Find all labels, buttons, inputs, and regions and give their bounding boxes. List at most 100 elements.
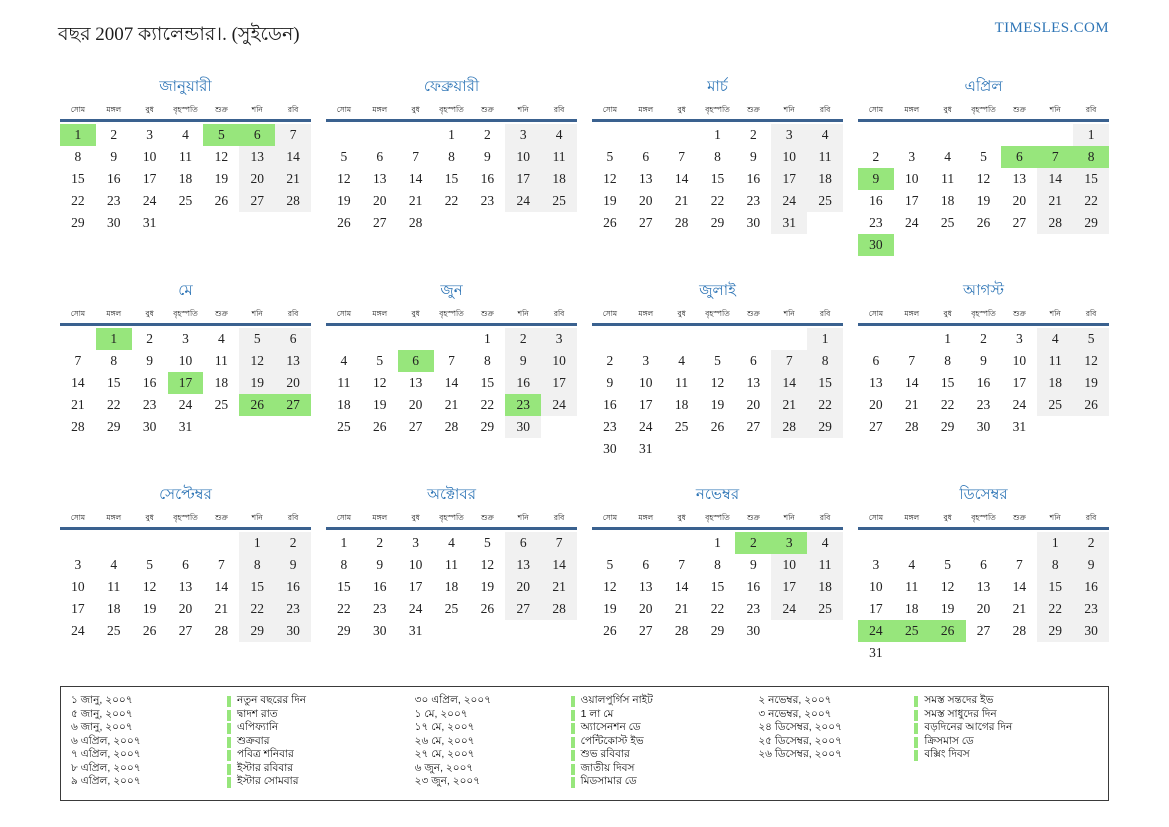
date-cell: 6: [376, 149, 384, 164]
holiday-marker: [914, 736, 919, 748]
empty-cell: [132, 532, 168, 554]
date-cell: 28: [674, 623, 689, 638]
holiday-date: ১ মে, ২০০৭: [414, 707, 468, 720]
weekday-header: বৃহস্পতি: [971, 105, 996, 114]
holiday-date-cell: 26: [929, 620, 966, 642]
date-cell: 28: [1037, 212, 1074, 234]
date-cell: 18: [178, 171, 193, 186]
month-block-9: সেপ্টেম্বর সোম মঙ্গল বুধ বৃহস্পতি শুক্র শনি রবি…: [60, 486, 311, 664]
weekday-header: সোম: [70, 309, 86, 318]
date-cell: 6: [642, 557, 650, 572]
holiday-date: ৮ এপ্রিল, ২০০৭: [71, 761, 141, 774]
date-cell: 16: [107, 171, 121, 186]
holiday-name-wrap: দ্বাদশ রাত: [227, 707, 278, 724]
date-cell: 1: [340, 535, 348, 550]
date-cell: 31: [771, 212, 808, 234]
legend-row: ২৩ জুন, ২০০৭ মিডসামার ডে: [413, 774, 757, 791]
date-cell: 15: [239, 576, 276, 598]
site-logo-link[interactable]: TIMESLES.COM: [994, 20, 1109, 36]
date-cell: 7: [448, 353, 455, 368]
date-cell: 13: [976, 579, 991, 594]
holiday-date: ২ নভেম্বর, ২০০৭: [758, 694, 832, 707]
date-cell: 22: [444, 193, 459, 208]
dates-grid: 1 2 3 4 5 6 7 8 9 10 11 12 13 14 15 16 17 18 19 20 21 22 23 24 2…: [592, 124, 843, 234]
date-cell: 8: [74, 149, 82, 164]
date-cell: 26: [214, 193, 229, 208]
holiday-name-wrap: মিডসামার ডে: [570, 774, 637, 791]
date-cell: 10: [142, 149, 157, 164]
date-cell: 30: [746, 215, 761, 230]
empty-cell: [1037, 124, 1073, 146]
date-cell: 8: [714, 557, 721, 572]
date-cell: 16: [1073, 576, 1109, 598]
date-cell: 6: [182, 557, 189, 572]
holiday-date: ৩০ এপ্রিল, ২০০৭: [414, 694, 492, 707]
date-cell: 27: [178, 623, 193, 638]
holiday-date-cell: 1: [60, 124, 96, 146]
month-block-1: জানুয়ারী সোম মঙ্গল বুধ বৃহস্পতি শুক্র শনি রবি 1…: [60, 78, 311, 256]
legend-row: ১৭ মে, ২০০৭ অ্যাসেনশন ডে: [413, 721, 757, 736]
legend-row: ৩০ এপ্রিল, ২০০৭ ওয়ালপুর্গিস নাইট: [413, 694, 757, 709]
date-cell: 26: [603, 623, 617, 638]
empty-cell: [858, 124, 894, 146]
date-cell: 8: [110, 353, 118, 368]
weekday-header: রবি: [819, 513, 831, 522]
weekday-header: শনি: [517, 105, 529, 114]
holiday-date: ১৭ মে, ২০০৭: [414, 721, 475, 734]
empty-cell: [326, 328, 362, 350]
date-cell: 31: [1012, 419, 1027, 434]
holiday-marker: [227, 750, 231, 762]
month-divider-line: [858, 323, 1109, 326]
month-block-6: জুন সোম মঙ্গল বুধ বৃহস্পতি শুক্র শনি রবি 1 2 3 4 5 6 7…: [326, 282, 577, 460]
date-cell: 22: [239, 598, 276, 620]
empty-cell: [60, 532, 96, 554]
date-cell: 7: [541, 532, 577, 554]
date-cell: 30: [373, 623, 387, 638]
date-cell: 4: [448, 535, 455, 550]
date-cell: 20: [408, 397, 423, 412]
weekday-header: মঙ্গল: [106, 513, 122, 522]
weekday-header: শুক্র: [746, 513, 760, 522]
holiday-date-cell: 24: [858, 620, 894, 642]
date-cell: 1: [1073, 124, 1109, 146]
date-cell: 6: [872, 353, 880, 368]
month-block-11: নভেম্বর সোম মঙ্গল বুধ বৃহস্পতি শুক্র শনি রবি 1 2 3…: [592, 486, 843, 664]
date-cell: 9: [1073, 554, 1109, 576]
date-cell: 23: [746, 601, 761, 616]
empty-cell: [362, 328, 398, 350]
date-cell: 19: [603, 193, 617, 208]
weekday-header-row: সোম মঙ্গল বুধ বৃহস্পতি শুক্র শনি রবি: [858, 513, 1109, 527]
date-cell: 4: [807, 532, 843, 554]
legend-row: ৩ নভেম্বর, ২০০৭ সমস্ত সাধুদের দিন: [756, 708, 1100, 723]
holiday-date: ২৪ ডিসেম্বর, ২০০৭: [758, 721, 842, 734]
date-cell: 6: [505, 532, 542, 554]
date-cell: 26: [976, 215, 991, 230]
weekday-header: মঙ্গল: [638, 309, 654, 318]
weekday-header: সোম: [602, 105, 618, 114]
date-cell: 19: [214, 171, 229, 186]
date-cell: 16: [603, 397, 617, 412]
weekday-header: বৃহস্পতি: [705, 513, 730, 522]
date-cell: 30: [976, 419, 991, 434]
date-cell: 4: [944, 149, 951, 164]
date-cell: 10: [178, 353, 193, 368]
dates-grid: 1 2 3 4 5 6 7 8 9 10 11 12 13 14 15 16 17 18 19 20 21 22 23 24 2…: [60, 124, 311, 234]
weekday-header: রবি: [1085, 513, 1097, 522]
legend-row: ৯ এপ্রিল, ২০০৭ ইস্টার সোমবার: [69, 775, 413, 790]
date-cell: 24: [505, 190, 542, 212]
weekday-header: বৃহস্পতি: [439, 309, 464, 318]
holiday-date-cell: 30: [858, 234, 894, 256]
date-cell: 10: [1012, 353, 1027, 368]
holiday-date: ৬ জুন, ২০০৭: [414, 761, 474, 774]
date-cell: 21: [905, 397, 919, 412]
holiday-date-cell: 17: [167, 372, 204, 394]
date-cell: 14: [408, 171, 423, 186]
date-cell: 2: [376, 535, 384, 550]
weekday-header: শনি: [517, 309, 529, 318]
holiday-marker: [227, 777, 231, 789]
date-cell: 20: [178, 601, 193, 616]
date-cell: 27: [869, 419, 883, 434]
holiday-name-wrap: 1 লা মে: [570, 707, 613, 724]
date-cell: 10: [869, 579, 883, 594]
